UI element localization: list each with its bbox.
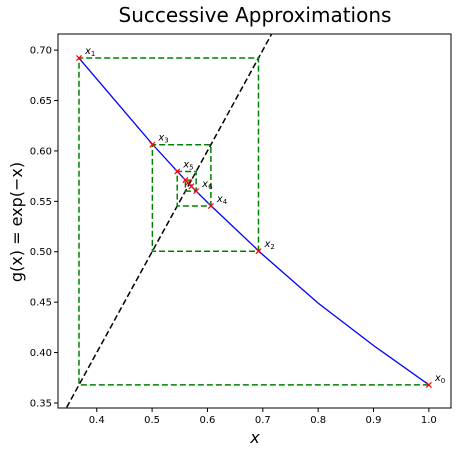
x-tick-label: 0.9 — [366, 415, 382, 426]
x-axis-label: x — [249, 428, 260, 447]
y-tick-label: 0.65 — [30, 96, 52, 107]
x-tick-label: 1.0 — [421, 415, 437, 426]
y-axis-label: g(x) = exp(−x) — [7, 162, 26, 282]
x-tick-label: 0.8 — [310, 415, 326, 426]
x-tick-label: 0.4 — [89, 415, 105, 426]
y-tick-label: 0.35 — [30, 398, 52, 409]
x-tick-label: 0.5 — [144, 415, 160, 426]
y-tick-label: 0.45 — [30, 298, 52, 309]
x-tick-label: 0.6 — [199, 415, 215, 426]
y-tick-label: 0.70 — [30, 46, 52, 57]
y-tick-label: 0.50 — [30, 247, 52, 258]
y-tick-label: 0.60 — [30, 146, 52, 157]
y-tick-label: 0.40 — [30, 348, 52, 359]
y-tick-label: 0.55 — [30, 197, 52, 208]
x-tick-label: 0.7 — [255, 415, 271, 426]
chart-title: Successive Approximations — [119, 3, 392, 27]
